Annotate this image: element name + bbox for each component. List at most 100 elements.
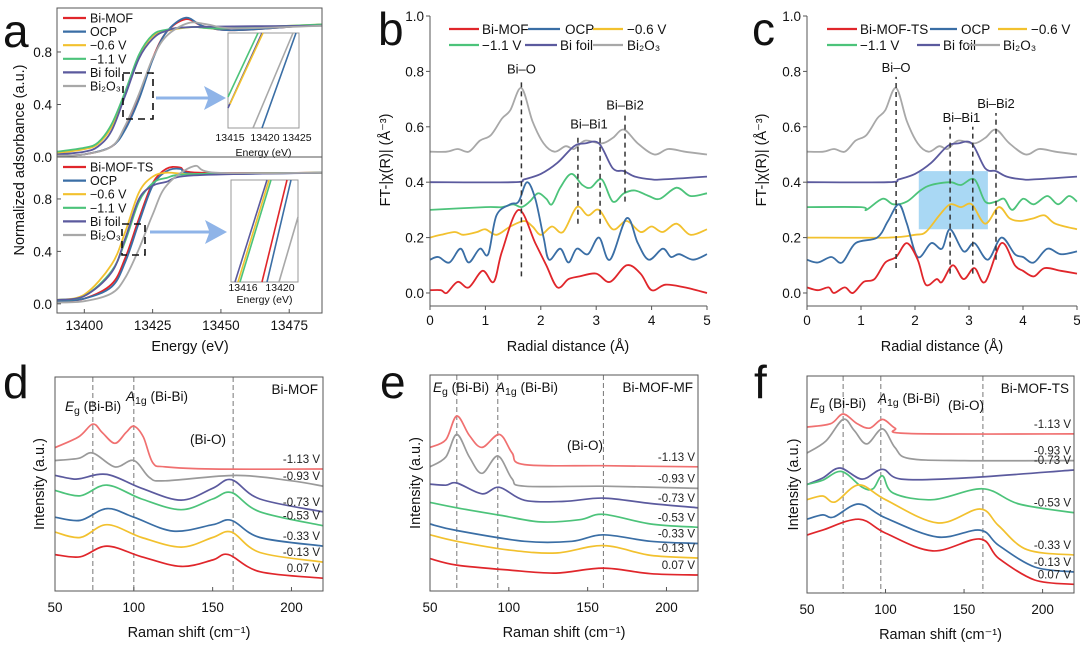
raman-peak-label: (Bi-O): [948, 398, 984, 413]
potential-label: 0.07 V: [1038, 569, 1072, 581]
legend-label: −1.1 V: [90, 201, 127, 215]
potential-label: -0.73 V: [283, 497, 320, 509]
y-tick-label: 0.6: [405, 120, 424, 135]
y-tick-label: 1.0: [405, 9, 424, 24]
legend-label: Bi-MOF-TS: [860, 22, 928, 37]
inset-series-line: [229, 32, 264, 105]
inset-series-line: [261, 179, 288, 283]
peak-label: Bi–O: [882, 60, 911, 75]
x-tick-label: 1: [482, 313, 490, 328]
x-tick-label: 100: [874, 602, 897, 617]
ft-exafs-series-line: [429, 209, 708, 295]
inset-series-line: [237, 179, 270, 283]
y-tick-label: 0.2: [405, 231, 424, 246]
panel-letter-b: b: [378, 3, 404, 55]
legend-label: Bi₂O₃: [1003, 38, 1036, 53]
x-axis-label: Radial distance (Å): [507, 338, 630, 355]
x-tick-label: 13425: [134, 318, 172, 333]
panel-a-subplot-0: [57, 16, 322, 157]
y-tick-label: 0.4: [782, 175, 801, 190]
legend-label: −0.6 V: [90, 39, 127, 53]
raman-peak-label: A1g (Bi-Bi): [125, 389, 188, 407]
peak-subscript: g: [442, 386, 448, 398]
zoom-region-box: [121, 223, 146, 256]
highlight-region: [918, 171, 988, 230]
x-tick-label: 2: [537, 313, 545, 328]
legend-label: Bi foil: [90, 215, 121, 229]
raman-series-line: [429, 533, 699, 559]
x-axis-label: Energy (eV): [151, 339, 228, 355]
xanes-series-line: [57, 21, 322, 157]
peak-subscript: 1g: [135, 395, 147, 407]
legend-label: OCP: [90, 25, 117, 39]
plot-frame: [56, 156, 323, 314]
raman-series-line: [806, 418, 1075, 462]
legend-label: Bi-MOF-TS: [90, 161, 153, 175]
raman-series-line: [806, 470, 1075, 514]
raman-peak-label: A1g (Bi-Bi): [495, 380, 558, 398]
x-tick-label: 13450: [202, 318, 240, 333]
x-tick-label: 13475: [270, 318, 308, 333]
raman-series-line: [54, 423, 324, 471]
peak-label: Bi–Bi1: [570, 117, 608, 132]
legend-label: OCP: [565, 22, 594, 37]
x-tick-label: 5: [703, 313, 711, 328]
potential-label: -1.13 V: [658, 452, 695, 464]
potential-label: -0.93 V: [658, 473, 695, 485]
potential-label: -0.53 V: [1034, 498, 1071, 510]
x-tick-label: 50: [799, 602, 814, 617]
ft-exafs-series-line: [429, 205, 708, 239]
peak-label: Bi–Bi2: [606, 97, 644, 112]
xanes-series-line: [57, 166, 322, 303]
y-tick-label: 0.0: [782, 286, 801, 301]
peak-assignment: (Bi-Bi): [825, 396, 866, 411]
legend-label: Bi-MOF: [482, 22, 529, 37]
legend-label: OCP: [961, 22, 990, 37]
x-tick-label: 50: [47, 600, 62, 615]
plot-frame: [54, 376, 324, 592]
legend-label: Bi foil: [560, 38, 593, 53]
y-tick-label: 0.8: [782, 64, 801, 79]
peak-assignment: (Bi-O): [567, 438, 603, 453]
ft-exafs-series-line: [806, 140, 1078, 184]
legend-label: −0.6 V: [1031, 22, 1070, 37]
panel-letter-f: f: [754, 356, 767, 408]
legend-label: Bi-MOF: [90, 12, 133, 26]
plot-frame: [806, 375, 1075, 594]
peak-subscript: 1g: [887, 397, 899, 409]
x-tick-label: 200: [1031, 602, 1054, 617]
inset-series-line: [234, 179, 268, 283]
y-axis-label: Intensity (a.u.): [786, 439, 802, 531]
raman-series-line: [429, 557, 699, 576]
legend-label: Bi foil: [90, 66, 121, 80]
legend-label: −0.6 V: [627, 22, 666, 37]
raman-series-line: [54, 545, 324, 580]
x-tick-label: 150: [953, 602, 976, 617]
x-tick-label: 2: [911, 313, 919, 328]
potential-label: -0.73 V: [1034, 455, 1071, 467]
y-axis-label: FT-|χ(R)| (Å⁻³): [377, 114, 394, 207]
peak-assignment: (Bi-O): [190, 432, 226, 447]
potential-label: -0.33 V: [283, 531, 320, 543]
inset-plot: 13415 13420 13425 Energy (eV): [215, 32, 312, 159]
inset-series-line: [261, 32, 297, 129]
potential-label: -0.53 V: [283, 511, 320, 523]
peak-subscript: g: [74, 405, 80, 417]
x-tick-label: 4: [1019, 313, 1027, 328]
y-axis-label: Normalized adsorbance (a.u.): [12, 64, 28, 255]
potential-label: -0.13 V: [283, 547, 320, 559]
peak-assignment: (Bi-Bi): [147, 389, 188, 404]
raman-series-line: [54, 523, 324, 563]
potential-label: -0.13 V: [658, 543, 695, 555]
y-tick-label: 0.6: [782, 120, 801, 135]
x-tick-label: 50: [422, 600, 437, 615]
inset-x-tick-label: 13416: [228, 282, 257, 294]
y-axis-label: Intensity (a.u.): [408, 437, 424, 529]
peak-symbol: A: [125, 389, 135, 404]
raman-series-line: [54, 451, 324, 487]
x-tick-label: 150: [576, 600, 599, 615]
raman-series-line: [429, 481, 699, 509]
y-tick-label: 1.0: [782, 9, 801, 24]
x-tick-label: 150: [201, 600, 224, 615]
